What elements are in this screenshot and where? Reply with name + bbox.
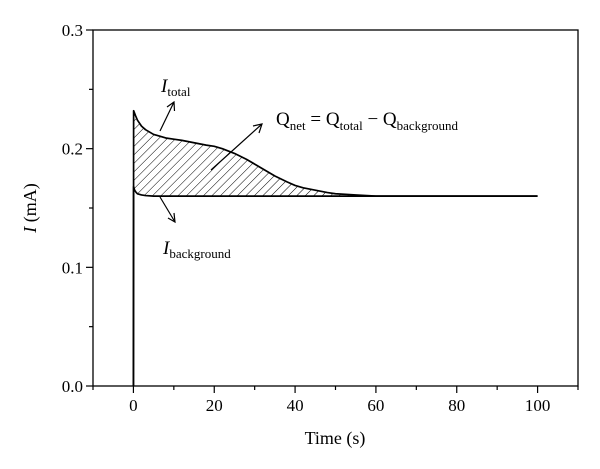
arrow-i-total xyxy=(159,101,175,132)
x-tick-label: 80 xyxy=(448,396,465,415)
y-tick-label: 0.0 xyxy=(62,377,83,396)
annotation-i-total-main: I xyxy=(160,76,169,97)
x-axis-title: Time (s) xyxy=(305,428,366,449)
x-axis-ticks: 0 20 40 60 80 100 xyxy=(92,386,579,415)
q-background-symbol: Q xyxy=(383,109,397,130)
arrowhead-i-background-icon xyxy=(167,212,176,224)
annotation-i-background-sub: background xyxy=(169,246,231,261)
q-equals: = xyxy=(306,109,326,130)
q-net-shaded-area xyxy=(133,110,538,197)
y-tick-label: 0.2 xyxy=(62,140,83,159)
series-line-i-total xyxy=(132,109,538,387)
annotation-i-total-sub: total xyxy=(167,84,190,99)
y-axis-ticks: 0.0 0.1 0.2 0.3 xyxy=(62,21,93,396)
arrowhead-q-net-icon xyxy=(252,123,263,134)
annotation-i-background: Ibackground xyxy=(162,238,231,261)
y-axis-title-symbol: I xyxy=(20,226,40,234)
q-net-symbol: Q xyxy=(276,109,290,130)
q-total-sub: total xyxy=(340,118,363,133)
x-tick-label: 60 xyxy=(367,396,384,415)
q-total-symbol: Q xyxy=(326,109,340,130)
q-minus: − xyxy=(363,109,383,130)
x-tick-label: 20 xyxy=(206,396,223,415)
y-axis-title-unit: (mA) xyxy=(20,183,41,227)
q-background-sub: background xyxy=(397,118,459,133)
x-tick-label: 0 xyxy=(129,396,138,415)
y-tick-label: 0.1 xyxy=(62,258,83,277)
arrow-i-background xyxy=(159,196,176,223)
x-tick-label: 40 xyxy=(287,396,304,415)
annotation-q-net-equation: Qnet = Qtotal − Qbackground xyxy=(276,109,459,133)
series-line-i-background xyxy=(132,185,538,387)
y-tick-label: 0.3 xyxy=(62,21,83,40)
y-axis-title: I (mA) xyxy=(20,183,41,234)
x-tick-label: 100 xyxy=(525,396,551,415)
q-net-sub: net xyxy=(290,118,306,133)
arrow-q-net xyxy=(210,123,263,171)
arrowhead-i-total-icon xyxy=(166,100,176,112)
annotation-i-total: Itotal xyxy=(160,76,191,99)
annotation-i-background-main: I xyxy=(162,238,171,259)
